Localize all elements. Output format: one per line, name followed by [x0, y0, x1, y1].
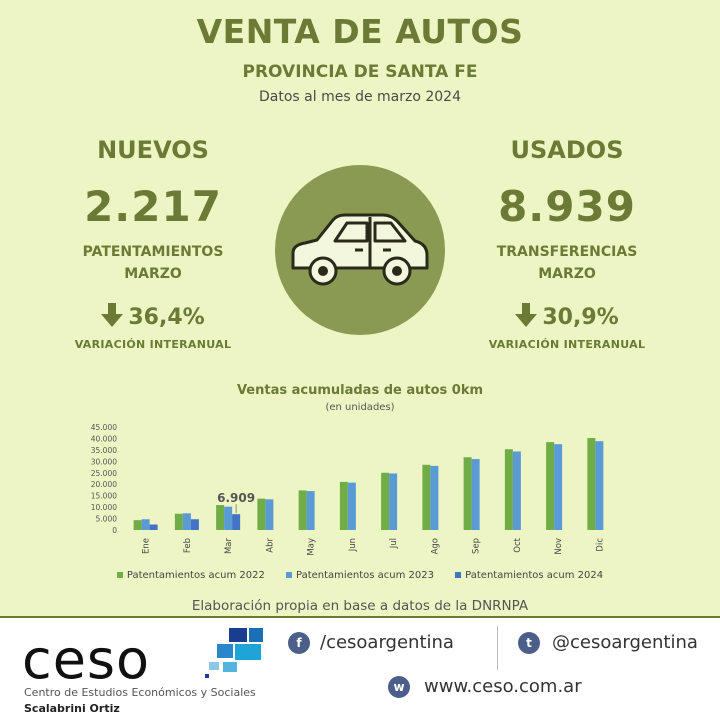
nuevos-heading: NUEVOS [97, 136, 209, 164]
annotation-label: 6.909 [217, 491, 255, 505]
x-tick-label: Oct [513, 537, 523, 552]
nuevos-panel: NUEVOS 2.217 PATENTAMIENTOS MARZO 36,4% … [23, 136, 283, 351]
bar-2023-Jun [347, 482, 356, 530]
chart-subtitle: (en unidades) [325, 402, 395, 413]
x-tick-label: Ene [142, 538, 152, 554]
legend-item-2024: Patentamientos acum 2024 [455, 570, 603, 581]
bar-2023-Abr [265, 499, 274, 530]
bar-2024-Ene [149, 524, 158, 530]
legend-item-2023: Patentamientos acum 2023 [286, 570, 434, 581]
source-note: Elaboración propia en base a datos de la… [191, 598, 529, 614]
nuevos-label-1: PATENTAMIENTOS [82, 244, 224, 260]
usados-value: 8.939 [498, 182, 636, 231]
bar-2023-Mar [224, 506, 233, 530]
org-subname: Scalabrini Ortiz [24, 702, 120, 715]
bar-chart: 0 5.000 10.000 15.000 20.000 25.000 30.000 35.0… [91, 423, 606, 556]
bar-2023-Jul [389, 473, 398, 530]
ceso-logo-squares-icon [205, 628, 263, 678]
y-tick-label: 25.000 [91, 469, 117, 478]
footer: ceso Centro de Estudios Económicos y Soc… [0, 616, 720, 722]
twitter-link[interactable]: @cesoargentina [552, 632, 698, 653]
twitter-icon: t [518, 632, 540, 654]
bar-2023-Ene [141, 519, 150, 530]
bar-2022-Oct [504, 449, 513, 530]
x-tick-label: Jul [389, 538, 399, 549]
y-tick-label: 15.000 [91, 492, 117, 501]
bar-2022-Feb [174, 513, 183, 530]
x-tick-label: Sep [472, 538, 482, 554]
bar-2024-Mar [232, 514, 241, 530]
y-tick-label: 40.000 [91, 434, 117, 443]
usados-heading: USADOS [510, 136, 624, 164]
nuevos-label-2: MARZO [124, 266, 182, 282]
y-tick-label: 45.000 [91, 423, 117, 432]
y-tick-label: 5.000 [96, 515, 118, 524]
bar-2022-Jun [339, 481, 348, 530]
legend-item-2022: Patentamientos acum 2022 [116, 570, 265, 581]
arrow-down-icon [515, 303, 538, 327]
legend-swatch [455, 572, 462, 578]
bar-2023-Oct [512, 451, 521, 530]
bar-2022-Abr [257, 498, 266, 530]
org-name: Centro de Estudios Económicos y Sociales [24, 686, 256, 699]
web-icon: w [388, 676, 410, 698]
web-link[interactable]: www.ceso.com.ar [424, 676, 582, 697]
y-tick-label: 10.000 [91, 503, 117, 512]
x-tick-label: Feb [183, 538, 193, 553]
usados-label-1: TRANSFERENCIAS [496, 244, 638, 260]
y-tick-label: 35.000 [91, 446, 117, 455]
arrow-down-icon [101, 303, 124, 327]
usados-variation: 30,9% [542, 305, 619, 330]
legend-swatch [286, 572, 293, 578]
bar-2022-Sep [463, 457, 472, 530]
legend-label: Patentamientos acum 2022 [126, 570, 265, 581]
chart-legend: Patentamientos acum 2022 Patentamientos … [0, 570, 720, 581]
nuevos-variation-row: 36,4% [23, 303, 283, 330]
ceso-logo: ceso [22, 628, 151, 691]
x-tick-label: Jun [348, 538, 358, 552]
y-tick-label: 20.000 [91, 480, 117, 489]
page-subtitle: PROVINCIA DE SANTA FE [242, 62, 478, 82]
date-line: Datos al mes de marzo 2024 [259, 89, 461, 105]
bar-2024-Feb [190, 519, 199, 530]
bar-2022-Jul [381, 472, 390, 530]
legend-label: Patentamientos acum 2024 [465, 570, 604, 581]
y-tick-label: 30.000 [91, 457, 117, 466]
bar-2023-May [306, 491, 315, 530]
page-title: VENTA DE AUTOS [196, 12, 524, 51]
x-tick-label: May [307, 538, 317, 556]
x-tick-label: Nov [554, 538, 564, 555]
facebook-icon: f [288, 632, 310, 654]
car-badge [275, 165, 445, 335]
usados-variation-row: 30,9% [437, 303, 697, 330]
x-tick-label: Mar [224, 538, 234, 555]
bar-2022-May [298, 490, 307, 530]
bar-2022-Nov [546, 442, 555, 530]
nuevos-variation: 36,4% [128, 305, 205, 330]
x-tick-label: Abr [265, 538, 275, 553]
nuevos-value: 2.217 [84, 182, 222, 231]
bar-2022-Ago [422, 464, 431, 530]
car-icon [291, 213, 429, 286]
bar-2023-Dic [595, 441, 604, 530]
x-tick-label: Dic [595, 538, 605, 552]
nuevos-variation-label: VARIACIÓN INTERANUAL [74, 338, 232, 351]
bar-2022-Dic [587, 437, 596, 530]
bar-2022-Ene [133, 520, 142, 530]
chart-title: Ventas acumuladas de autos 0km [236, 383, 484, 398]
bar-2022-Mar [216, 505, 225, 530]
legend-swatch [116, 572, 123, 578]
facebook-link[interactable]: /cesoargentina [320, 632, 454, 653]
y-tick-label: 0 [112, 526, 117, 535]
bar-2023-Ago [430, 465, 439, 530]
usados-label-2: MARZO [538, 266, 596, 282]
bar-2023-Sep [471, 459, 480, 530]
bar-2023-Feb [182, 513, 191, 530]
usados-panel: USADOS 8.939 TRANSFERENCIAS MARZO 30,9% … [437, 136, 697, 351]
legend-label: Patentamientos acum 2023 [296, 570, 434, 581]
bar-2023-Nov [554, 444, 563, 530]
usados-variation-label: VARIACIÓN INTERANUAL [488, 338, 646, 351]
x-tick-label: Ago [430, 538, 440, 554]
divider [497, 626, 498, 670]
